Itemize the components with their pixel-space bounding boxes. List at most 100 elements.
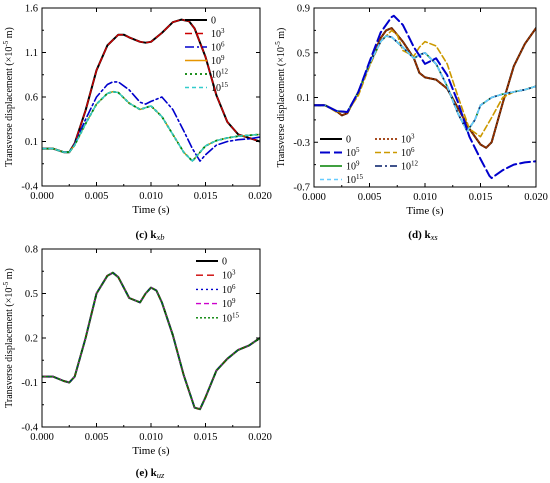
- y-tick-label: -0.3: [293, 138, 310, 149]
- panel-caption-sub: uz: [157, 470, 165, 480]
- legend-label-0: 0: [222, 257, 227, 268]
- legend-label-base: 10: [222, 285, 232, 296]
- legend-label-exp: 6: [232, 283, 236, 291]
- legend-label-exp: 15: [356, 173, 364, 181]
- panel-caption-label: (e) k: [136, 467, 158, 479]
- x-tick-label: 0.000: [302, 192, 326, 203]
- legend-label-exp: 9: [232, 297, 236, 305]
- y-tick-label: 0.2: [25, 334, 38, 345]
- y-tick-label: 0.5: [297, 48, 310, 59]
- series-line-2: [314, 29, 536, 138]
- y-axis-label-pre: Transverse displacement (×10: [4, 47, 15, 167]
- legend-label-2: 106: [401, 146, 415, 159]
- x-tick-label: 0.015: [194, 432, 218, 443]
- legend-label-2: 106: [211, 41, 225, 54]
- chart-panel-d: 0.000 0.005 0.010 0.015 0.020 -0.7 -0.3 0.1 0.5 0…: [274, 4, 548, 243]
- legend-label-base: 0: [211, 16, 216, 27]
- legend-label-0: 0: [211, 16, 216, 27]
- series-line-1: [314, 27, 536, 149]
- panel-caption: (e) kuz: [136, 467, 165, 480]
- x-tick-label: 0.005: [358, 192, 382, 203]
- y-tick-label: 1.6: [25, 4, 38, 15]
- legend-label-5: 1015: [211, 81, 229, 94]
- y-axis-label-post: m): [276, 28, 287, 42]
- legend-label-base: 10: [346, 162, 356, 173]
- legend-label-4: 1015: [222, 311, 240, 324]
- series-group: [42, 18, 260, 162]
- y-tick-label: 0.1: [297, 93, 310, 104]
- y-tick-label: 0.6: [25, 93, 38, 104]
- y-axis-label-exp: -5: [274, 41, 282, 47]
- panel-caption-label: (c) k: [135, 229, 157, 241]
- chart-panel-c: 0.000 0.005 0.010 0.015 0.020 -0.4 0.1 0.6 1.1 1.…: [2, 4, 272, 243]
- legend-label-4: 1012: [401, 160, 419, 173]
- legend-label-base: 10: [211, 56, 221, 67]
- series-line-0: [314, 27, 536, 149]
- chart-panel-e: 0.000 0.005 0.010 0.015 0.020 -0.4 -0.1 0.2 0.5 0…: [2, 245, 272, 481]
- legend-label-2: 106: [222, 283, 236, 296]
- legend-label-3: 109: [346, 160, 360, 173]
- legend-label-0: 0: [346, 135, 351, 146]
- legend-label-exp: 6: [221, 41, 225, 49]
- panel-caption-sub: xb: [156, 232, 165, 242]
- legend-label-exp: 12: [411, 160, 419, 168]
- legend-label-base: 10: [401, 135, 411, 146]
- y-tick-label: 0.1: [25, 137, 38, 148]
- legend-label-exp: 12: [221, 68, 229, 76]
- series-line-4: [314, 35, 536, 132]
- x-tick-label: 0.020: [524, 192, 548, 203]
- legend-label-base: 10: [211, 70, 221, 81]
- x-tick-label: 0.005: [85, 432, 109, 443]
- y-tick-label: 0.9: [297, 4, 310, 15]
- x-tick-label: 0.005: [85, 191, 109, 202]
- y-tick-label: 1.1: [25, 48, 38, 59]
- series-line-3: [42, 272, 260, 410]
- legend-label-base: 10: [211, 83, 221, 94]
- legend-label-base: 10: [401, 148, 411, 159]
- series-line-5: [42, 91, 260, 162]
- legend-label-base: 10: [222, 299, 232, 310]
- y-axis-label-pre: Transverse displacement (×10: [4, 288, 15, 408]
- legend-label-1: 103: [211, 27, 225, 40]
- legend-label-base: 10: [211, 29, 221, 40]
- y-tick-label: 0.8: [25, 245, 38, 256]
- legend-label-base: 10: [222, 313, 232, 324]
- legend-label-exp: 3: [232, 269, 236, 277]
- panel-caption: (d) kxs: [408, 229, 438, 242]
- series-line-5: [314, 35, 536, 132]
- y-axis-label-exp: -5: [2, 281, 10, 287]
- series-line-3: [314, 35, 536, 132]
- panel-caption: (c) kxb: [135, 229, 164, 242]
- legend-label-base: 10: [222, 271, 232, 282]
- x-tick-label: 0.000: [30, 432, 54, 443]
- legend-label-exp: 3: [411, 133, 415, 141]
- legend-label-exp: 3: [221, 27, 225, 35]
- series-line-4: [42, 272, 260, 410]
- legend-label-3: 109: [222, 297, 236, 310]
- legend-label-exp: 15: [232, 311, 240, 319]
- x-tick-label: 0.010: [139, 432, 163, 443]
- x-tick-label: 0.020: [248, 432, 272, 443]
- y-axis-label-post: m): [4, 27, 15, 41]
- legend-label-1: 103: [401, 133, 415, 146]
- series-line-6: [314, 14, 536, 180]
- series-group: [314, 14, 536, 180]
- panel-caption-sub: xs: [430, 232, 439, 242]
- series-group: [42, 271, 260, 411]
- legend-label-exp: 5: [356, 146, 360, 154]
- legend-label-base: 10: [401, 162, 411, 173]
- x-tick-label: 0.015: [469, 192, 493, 203]
- y-tick-label: -0.4: [21, 423, 38, 434]
- x-tick-label: 0.000: [30, 191, 54, 202]
- y-axis-label: Transverse displacement (×10-5 m): [2, 268, 15, 408]
- y-axis-label-pre: Transverse displacement (×10: [276, 47, 287, 167]
- x-axis-label: Time (s): [406, 205, 444, 217]
- y-tick-label: -0.1: [21, 378, 38, 389]
- y-axis-label: Transverse displacement (×10-5 m): [2, 27, 15, 167]
- legend-label-base: 10: [211, 43, 221, 54]
- y-tick-label: -0.7: [293, 183, 310, 194]
- legend-label-1: 103: [222, 269, 236, 282]
